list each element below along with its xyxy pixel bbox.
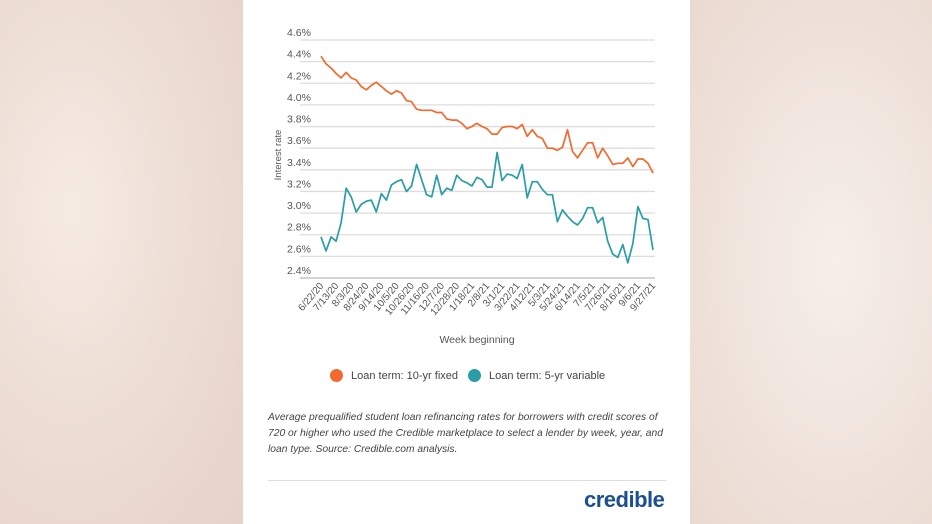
x-axis-title: Week beginning	[439, 334, 514, 346]
divider	[268, 480, 666, 481]
y-tick-label: 4.6%	[287, 27, 311, 39]
y-tick-label: 3.2%	[287, 178, 311, 190]
chart-caption: Average prequalified student loan refina…	[268, 412, 663, 455]
credible-logo: credible	[584, 487, 665, 512]
y-tick-label: 3.0%	[287, 200, 311, 212]
blurred-background-right	[690, 0, 932, 524]
y-tick-label: 3.4%	[287, 157, 311, 169]
y-tick-label: 2.6%	[287, 243, 311, 255]
legend-label-10yr-fixed: Loan term: 10-yr fixed	[351, 369, 458, 382]
legend-label-5yr-variable: Loan term: 5-yr variable	[489, 369, 606, 382]
legend: Loan term: 10-yr fixed Loan term: 5-yr v…	[330, 369, 615, 382]
y-tick-label: 4.4%	[287, 49, 311, 61]
series-line-5yr-variable	[320, 151, 654, 264]
y-tick-label: 4.2%	[287, 70, 311, 82]
y-axis-title: Interest rate	[273, 130, 284, 181]
series-line-10yr-fixed	[320, 55, 654, 174]
y-tick-label: 4.0%	[287, 92, 311, 104]
y-tick-label: 3.6%	[287, 135, 311, 147]
blurred-background-left	[0, 0, 243, 524]
y-tick-label: 2.4%	[287, 265, 311, 277]
legend-marker-5yr-variable	[468, 369, 481, 382]
chart-card	[243, 0, 690, 524]
legend-marker-10yr-fixed	[330, 369, 343, 382]
y-tick-label: 2.8%	[287, 222, 311, 234]
y-tick-label: 3.8%	[287, 114, 311, 126]
